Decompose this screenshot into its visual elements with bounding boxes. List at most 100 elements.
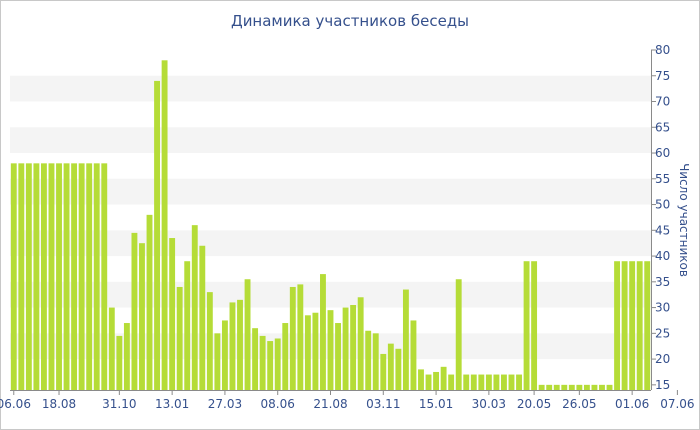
bar <box>56 163 62 390</box>
bar <box>568 384 575 390</box>
bar <box>335 323 341 390</box>
y-tick-label: 60 <box>655 146 670 160</box>
bar <box>395 348 402 390</box>
bar <box>508 374 515 390</box>
x-tick-label: 27.03 <box>208 397 242 411</box>
bar <box>131 232 138 390</box>
bar <box>493 374 500 390</box>
bar <box>221 320 228 390</box>
bar <box>48 163 55 390</box>
bar <box>18 163 25 390</box>
bar <box>523 261 530 390</box>
x-tick-label: 31.10 <box>102 397 136 411</box>
y-tick-label: 65 <box>655 120 670 134</box>
bar <box>485 374 492 390</box>
y-tick-label: 40 <box>655 249 670 263</box>
bar <box>365 330 372 390</box>
bar <box>350 305 357 390</box>
x-tick-label: 20.05 <box>517 397 551 411</box>
bar <box>33 163 40 390</box>
bar <box>644 261 651 390</box>
bar <box>418 369 424 390</box>
bar <box>169 238 176 390</box>
bar <box>410 320 417 390</box>
y-tick-label: 20 <box>655 352 670 366</box>
bar <box>629 261 636 390</box>
grid-band <box>10 230 651 257</box>
bar <box>108 307 115 390</box>
bar <box>614 261 621 390</box>
bar <box>531 261 538 390</box>
bar <box>214 333 221 390</box>
y-tick-label: 80 <box>655 43 670 57</box>
bar <box>229 302 236 390</box>
x-tick-label: 08.06 <box>261 397 295 411</box>
bar <box>304 315 311 390</box>
y-tick-label: 35 <box>655 275 670 289</box>
bar <box>538 384 545 390</box>
bar <box>116 335 123 390</box>
grid-band <box>10 75 651 102</box>
bar <box>161 60 168 390</box>
bar <box>199 245 206 390</box>
bar <box>86 163 93 390</box>
bar <box>327 310 334 390</box>
y-tick-label: 15 <box>655 378 670 392</box>
x-tick-label: 26.05 <box>562 397 596 411</box>
bar <box>448 374 455 390</box>
bar <box>101 163 108 390</box>
y-tick-label: 30 <box>655 301 670 315</box>
bar <box>274 338 281 390</box>
bar <box>40 163 47 390</box>
y-tick-label: 45 <box>655 223 670 237</box>
bar <box>478 374 485 390</box>
bar <box>546 384 553 390</box>
bar <box>93 163 100 390</box>
bar <box>380 353 387 390</box>
bar <box>583 384 590 390</box>
bar <box>206 292 213 390</box>
y-tick-label: 50 <box>655 198 670 212</box>
bar <box>312 312 319 390</box>
bar <box>561 384 568 390</box>
bar <box>463 374 470 390</box>
bar <box>10 163 17 390</box>
grid-band <box>10 281 651 308</box>
bar <box>297 284 304 390</box>
bar <box>237 299 243 390</box>
bar <box>71 163 78 390</box>
bar <box>267 341 274 390</box>
x-tick-label: 01.06 <box>615 397 649 411</box>
bar <box>184 261 191 390</box>
bar <box>63 163 70 390</box>
bar <box>176 286 183 390</box>
bar <box>252 328 259 390</box>
bar <box>25 163 32 390</box>
bar <box>387 343 394 390</box>
x-tick-label: 30.03 <box>472 397 506 411</box>
bar <box>402 289 409 390</box>
bar <box>146 214 153 390</box>
bar <box>591 384 598 390</box>
bar <box>470 374 477 390</box>
x-tick-label: 06.06 <box>0 397 31 411</box>
bar <box>455 279 462 390</box>
bar <box>553 384 560 390</box>
bar <box>289 286 296 390</box>
y-axis-title: Число участников <box>677 163 691 277</box>
bar <box>244 279 251 390</box>
bar <box>576 384 583 390</box>
chart-title: Динамика участников беседы <box>230 12 470 30</box>
x-tick-label: 13.01 <box>155 397 189 411</box>
bar <box>259 335 266 390</box>
bar <box>516 374 522 390</box>
bar <box>621 261 628 390</box>
x-tick-label: 07.06 <box>660 397 694 411</box>
x-tick-label: 03.11 <box>366 397 400 411</box>
bar <box>154 80 160 390</box>
bar <box>282 323 289 390</box>
y-tick-label: 70 <box>655 95 670 109</box>
bar <box>606 384 613 390</box>
y-tick-label: 75 <box>655 69 670 83</box>
